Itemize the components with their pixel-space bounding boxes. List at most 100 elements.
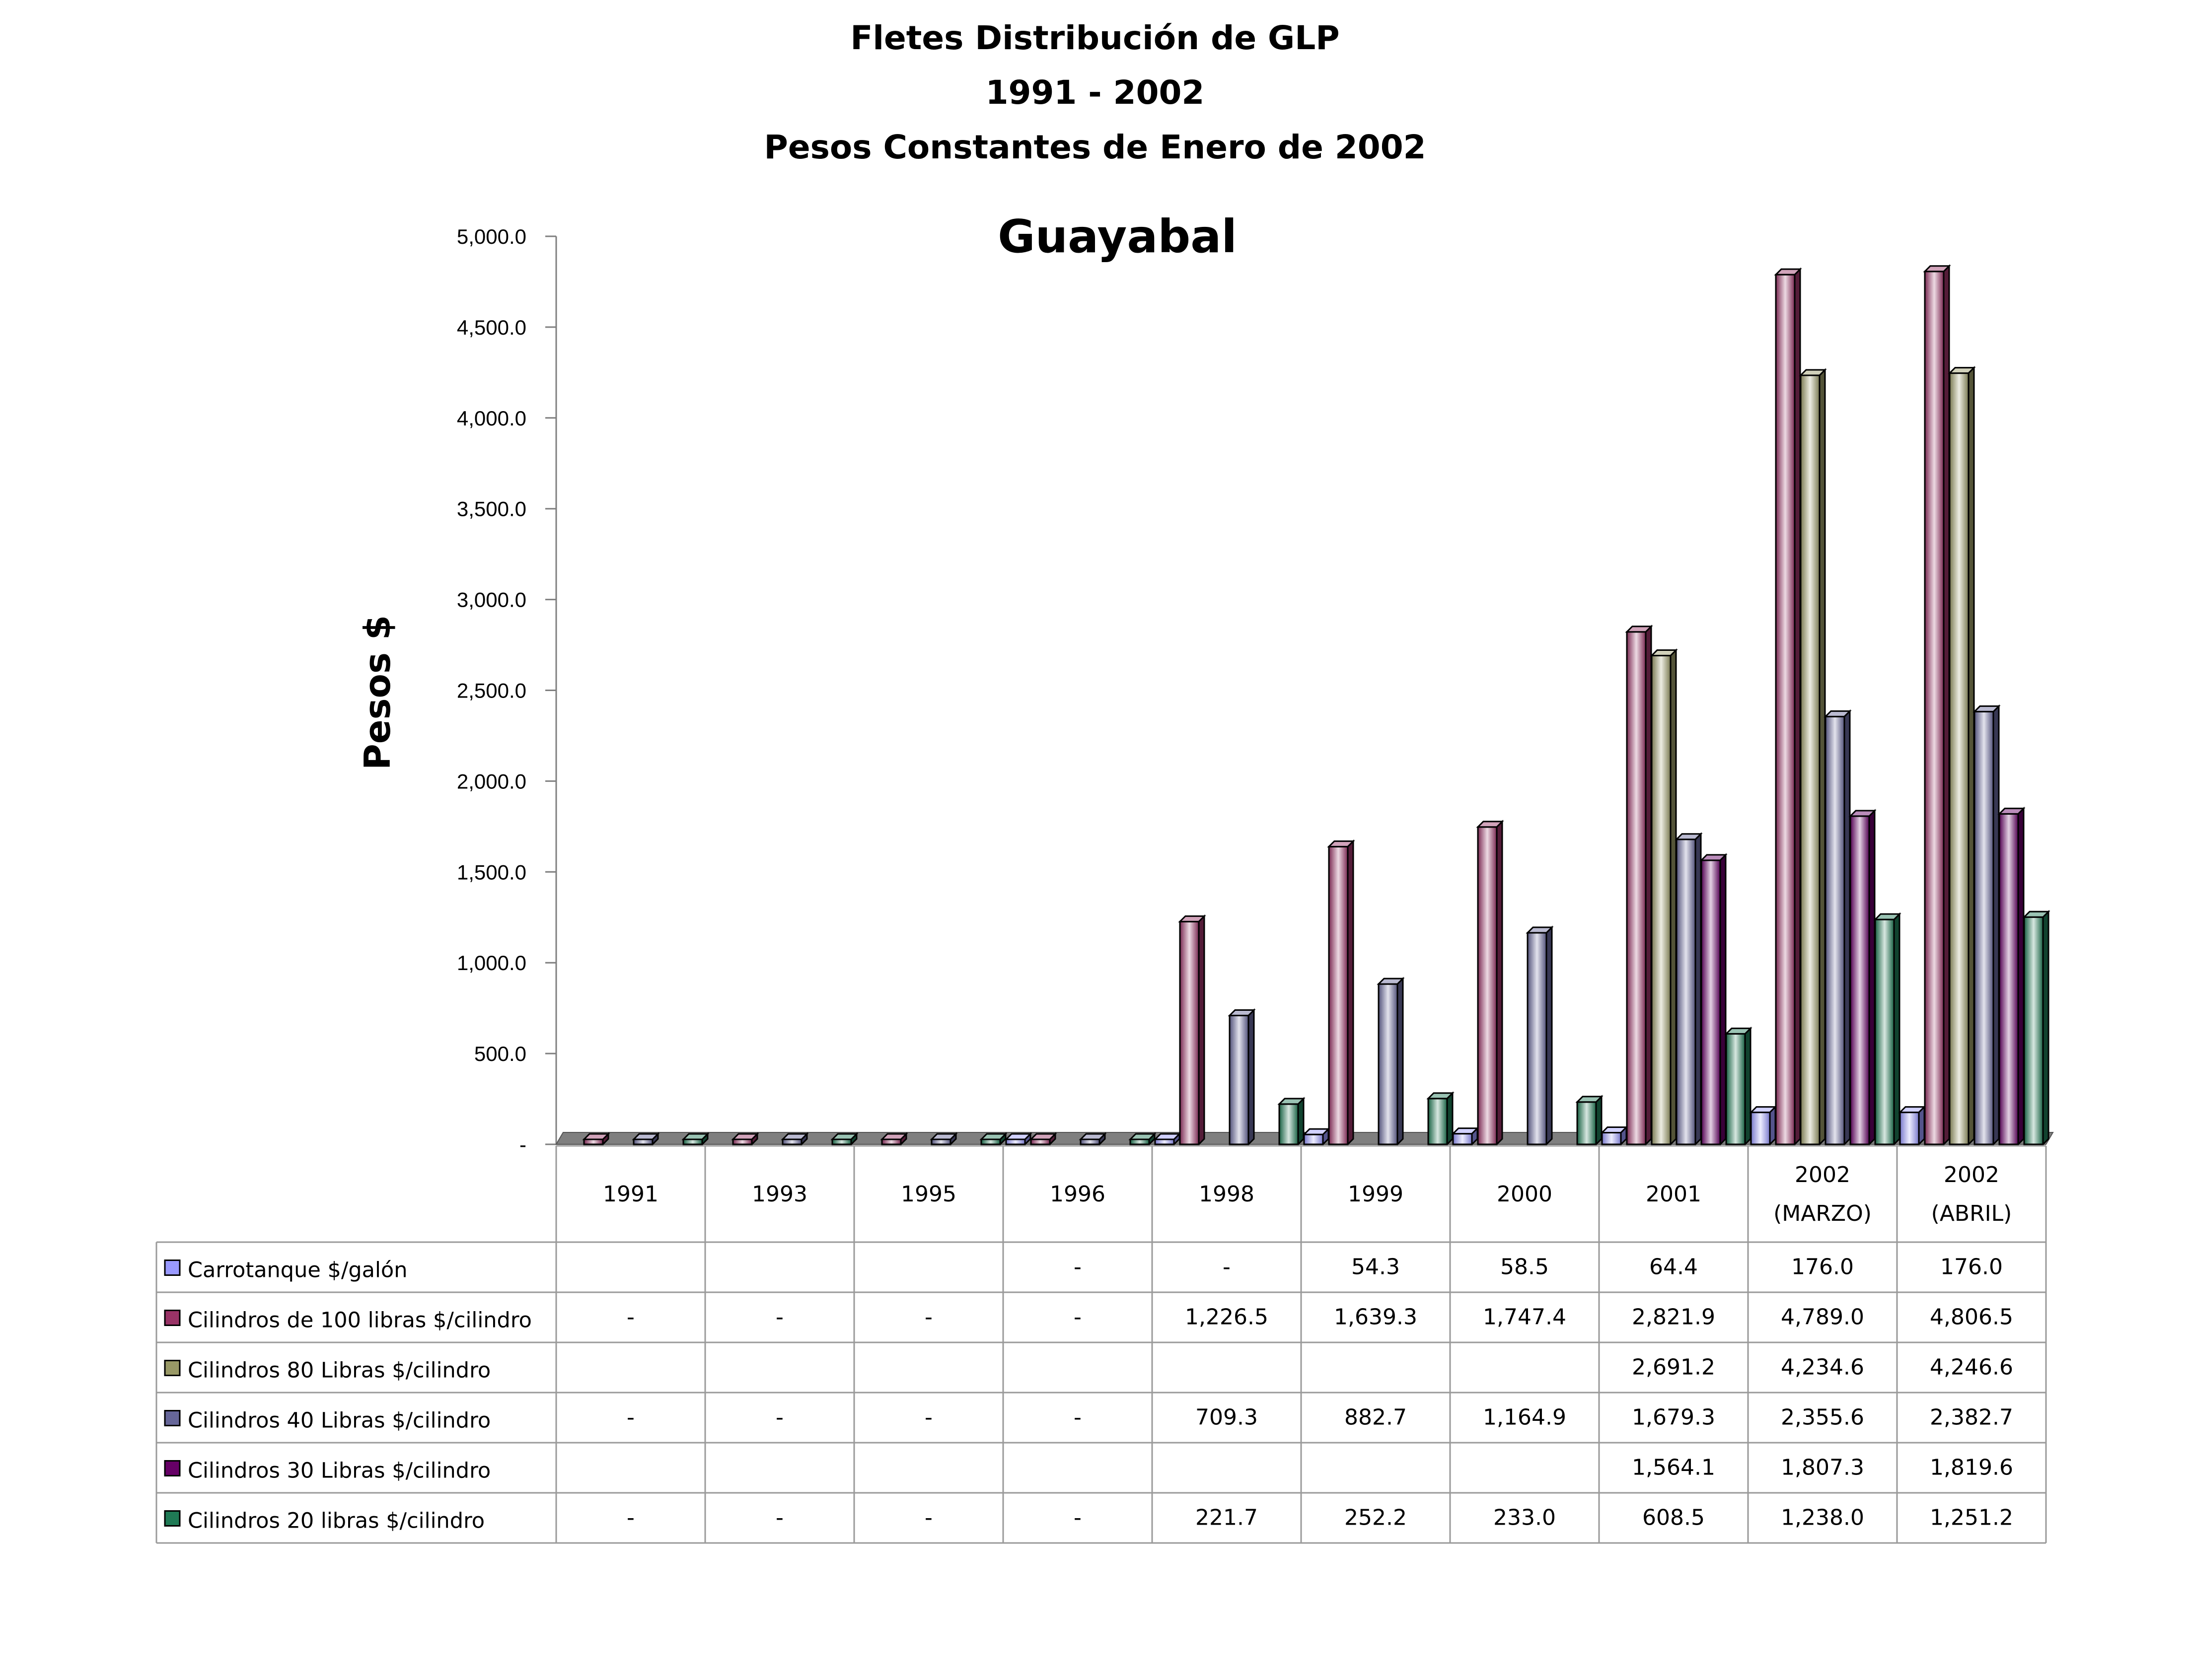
bar-0-3 <box>1004 1132 1032 1146</box>
table-value: - <box>1223 1255 1231 1280</box>
chart-title-line-3: Pesos Constantes de Enero de 2002 <box>764 128 1426 166</box>
table-value: 709.3 <box>1195 1405 1258 1430</box>
legend-key <box>164 1460 181 1476</box>
bar-2-8 <box>1799 368 1827 1146</box>
chart-title-line-1: Fletes Distribución de GLP <box>850 19 1340 57</box>
bar-3-4 <box>1228 1008 1256 1146</box>
table-value: - <box>627 1405 635 1430</box>
x-category-label: 1999 <box>1348 1182 1403 1207</box>
table-value: 2,821.9 <box>1632 1305 1715 1330</box>
table-value: 233.0 <box>1493 1505 1556 1531</box>
bar-5-1 <box>830 1132 859 1146</box>
bar-0-9 <box>1898 1105 1926 1146</box>
table-value: - <box>1074 1405 1082 1430</box>
table-value: 1,226.5 <box>1185 1305 1268 1330</box>
y-tick-label: 5,000.0 <box>457 225 526 248</box>
y-tick-label: 3,500.0 <box>457 497 526 521</box>
y-tick-label: 500.0 <box>474 1042 526 1065</box>
chart-title-line-2: 1991 - 2002 <box>985 73 1205 112</box>
y-tick-label: 1,500.0 <box>457 860 526 884</box>
table-value: 4,789.0 <box>1781 1305 1864 1330</box>
table-value: 2,691.2 <box>1632 1355 1715 1380</box>
bar-3-6 <box>1526 925 1554 1146</box>
y-tick-label: 4,500.0 <box>457 316 526 339</box>
y-tick-label: - <box>519 1133 526 1156</box>
x-category-label: 1993 <box>752 1182 807 1207</box>
x-category-label: 2001 <box>1646 1182 1701 1207</box>
bar-3-0 <box>632 1132 660 1146</box>
bar-3-7 <box>1675 832 1703 1146</box>
bar-3-5 <box>1377 977 1405 1146</box>
bar-1-7 <box>1625 625 1653 1146</box>
bar-1-5 <box>1327 839 1355 1146</box>
table-value: 4,246.6 <box>1930 1355 2013 1380</box>
bar-3-8 <box>1824 709 1852 1146</box>
bar-2-9 <box>1948 365 1976 1146</box>
x-category-label: (MARZO) <box>1773 1201 1872 1226</box>
x-category-label: 1998 <box>1199 1182 1254 1207</box>
bar-5-7 <box>1724 1026 1752 1146</box>
table-value: 608.5 <box>1642 1505 1705 1531</box>
bar-4-7 <box>1699 853 1728 1146</box>
bar-3-9 <box>1972 704 2001 1146</box>
table-value: 176.0 <box>1791 1255 1854 1280</box>
bar-5-3 <box>1128 1132 1157 1146</box>
bar-1-4 <box>1178 914 1206 1146</box>
y-axis-label: Pesos $ <box>357 615 398 770</box>
bar-3-1 <box>781 1132 809 1146</box>
table-value: 4,806.5 <box>1930 1305 2013 1330</box>
legend-key <box>164 1410 181 1426</box>
table-value: 1,639.3 <box>1334 1305 1417 1330</box>
bar-0-5 <box>1302 1127 1330 1146</box>
bar-0-6 <box>1451 1126 1479 1146</box>
data-table: 1991 1993 1995 1996 1998 1999 2000 2001 2002 (MAR… <box>155 1145 2047 1544</box>
bar-1-2 <box>880 1132 908 1146</box>
table-value: - <box>627 1305 635 1330</box>
legend-label: Cilindros de 100 libras $/cilindro <box>188 1308 532 1333</box>
table-value: - <box>925 1505 933 1531</box>
bar-5-4 <box>1277 1097 1306 1146</box>
bar-0-7 <box>1600 1125 1628 1146</box>
y-tick-label: 1,000.0 <box>457 951 526 975</box>
table-value: 1,564.1 <box>1632 1455 1715 1480</box>
bar-1-3 <box>1029 1132 1057 1146</box>
table-value: 2,355.6 <box>1781 1405 1864 1430</box>
bar-2-7 <box>1650 648 1678 1146</box>
table-value: - <box>776 1505 784 1531</box>
table-value: 58.5 <box>1500 1255 1549 1280</box>
legend-key <box>164 1310 181 1326</box>
table-value: 64.4 <box>1649 1255 1698 1280</box>
y-tick-label: 4,000.0 <box>457 407 526 430</box>
table-value: 1,747.4 <box>1483 1305 1566 1330</box>
x-category-label: 2000 <box>1497 1182 1552 1207</box>
bar-0-8 <box>1749 1105 1777 1146</box>
y-tick-label: 2,500.0 <box>457 679 526 702</box>
table-value: 252.2 <box>1344 1505 1407 1531</box>
bar-5-6 <box>1575 1095 1604 1146</box>
y-tick-label: 2,000.0 <box>457 770 526 793</box>
table-value: 1,164.9 <box>1483 1405 1566 1430</box>
bar-1-9 <box>1923 264 1951 1146</box>
bar-0-4 <box>1153 1132 1181 1146</box>
legend-key <box>164 1510 181 1527</box>
table-value: 1,238.0 <box>1781 1505 1864 1531</box>
bar-5-2 <box>979 1132 1008 1146</box>
table-value: - <box>925 1305 933 1330</box>
bar-5-0 <box>681 1132 710 1146</box>
table-value: 1,679.3 <box>1632 1405 1715 1430</box>
x-category-label: (ABRIL) <box>1931 1201 2012 1226</box>
table-value: - <box>1074 1255 1082 1280</box>
table-value: 882.7 <box>1344 1405 1407 1430</box>
table-value: - <box>1074 1305 1082 1330</box>
legend-key <box>164 1360 181 1376</box>
x-category-label: 2002 <box>1944 1162 1999 1188</box>
table-value: 54.3 <box>1351 1255 1400 1280</box>
bar-1-8 <box>1774 267 1802 1146</box>
legend-label: Cilindros 30 Libras $/cilindro <box>188 1459 491 1483</box>
legend-label: Cilindros 40 Libras $/cilindro <box>188 1408 491 1433</box>
table-value: 221.7 <box>1195 1505 1258 1531</box>
table-value: - <box>776 1405 784 1430</box>
bar-5-5 <box>1426 1091 1455 1146</box>
legend-label: Cilindros 80 Libras $/cilindro <box>188 1358 491 1383</box>
